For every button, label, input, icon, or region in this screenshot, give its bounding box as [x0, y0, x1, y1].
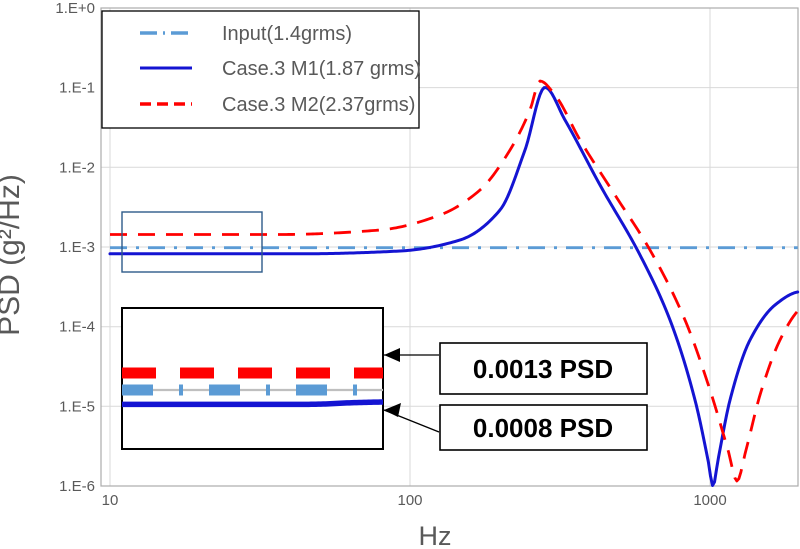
svg-text:Case.3 M1(1.87 grms): Case.3 M1(1.87 grms) — [222, 58, 421, 80]
svg-text:Input(1.4grms): Input(1.4grms) — [222, 23, 352, 45]
svg-text:Hz: Hz — [419, 521, 452, 549]
svg-text:PSD (g²/Hz): PSD (g²/Hz) — [0, 174, 26, 336]
svg-text:0.0008 PSD: 0.0008 PSD — [473, 413, 613, 443]
svg-text:10: 10 — [102, 492, 119, 509]
svg-text:Case.3 M2(2.37grms): Case.3 M2(2.37grms) — [222, 94, 415, 116]
svg-text:1.E-5: 1.E-5 — [59, 398, 95, 415]
svg-text:1.E-4: 1.E-4 — [59, 319, 95, 336]
svg-text:1.E-2: 1.E-2 — [59, 159, 95, 176]
svg-text:1.E-6: 1.E-6 — [59, 478, 95, 495]
svg-text:1.E+0: 1.E+0 — [55, 0, 95, 17]
svg-text:1000: 1000 — [693, 492, 726, 509]
svg-text:1.E-1: 1.E-1 — [59, 80, 95, 97]
svg-text:1.E-3: 1.E-3 — [59, 239, 95, 256]
svg-text:100: 100 — [397, 492, 422, 509]
svg-text:0.0013 PSD: 0.0013 PSD — [473, 354, 613, 384]
